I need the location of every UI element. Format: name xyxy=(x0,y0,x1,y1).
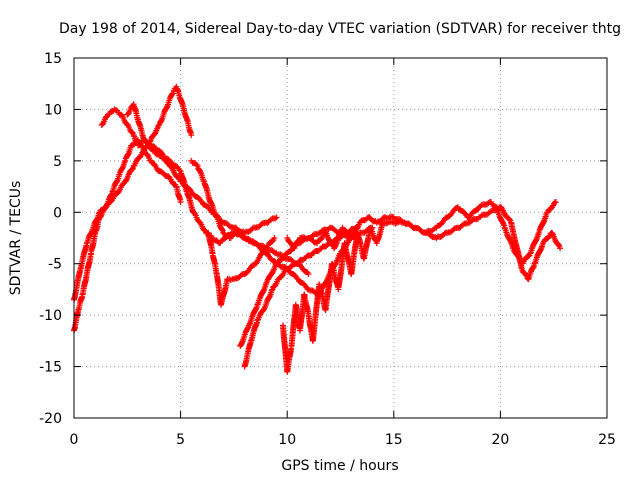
data-point xyxy=(177,199,184,205)
data-point xyxy=(188,132,195,139)
data-point-fill xyxy=(418,228,425,235)
data-point-fill xyxy=(466,219,473,226)
y-tick-label: 5 xyxy=(53,154,62,170)
series-track-2 xyxy=(71,137,184,334)
data-point-fill xyxy=(460,221,467,228)
y-tick-label: -5 xyxy=(48,257,62,273)
y-tick-label: -10 xyxy=(39,308,62,324)
data-point xyxy=(433,235,440,241)
data-point-fill xyxy=(226,223,233,230)
series-track-6 xyxy=(205,229,278,308)
data-point-fill xyxy=(249,225,256,232)
data-point-fill xyxy=(143,138,150,145)
data-point xyxy=(552,199,559,205)
x-tick-label: 15 xyxy=(385,432,403,448)
data-point xyxy=(305,286,312,293)
data-point-fill xyxy=(269,247,276,254)
y-axis-label: SDTVAR / TECUs xyxy=(8,181,24,296)
data-point-fill xyxy=(397,216,404,223)
data-point-fill xyxy=(197,197,204,204)
data-point-fill xyxy=(269,238,276,245)
y-tick-label: 10 xyxy=(44,102,62,118)
y-tick-labels: 15 10 5 0 -5 -10 -15 -20 xyxy=(39,51,62,427)
data-point-fill xyxy=(438,233,445,240)
data-point-fill xyxy=(246,228,253,235)
data-point xyxy=(305,271,312,277)
data-point-fill xyxy=(158,154,165,161)
data-point-fill xyxy=(406,221,413,228)
data-point-fill xyxy=(428,233,435,240)
data-point xyxy=(241,235,248,241)
x-tick-label: 20 xyxy=(491,432,509,448)
y-tick-label: 0 xyxy=(53,205,62,221)
data-point xyxy=(273,214,280,221)
y-tick-label: -15 xyxy=(39,360,62,376)
data-point xyxy=(557,245,564,252)
series-track-10 xyxy=(284,199,559,267)
data-point-fill xyxy=(129,166,136,173)
data-point-fill xyxy=(555,242,562,249)
x-tick-label: 5 xyxy=(176,432,185,448)
data-point-fill xyxy=(144,151,151,158)
data-point-fill xyxy=(176,167,183,174)
data-point-fill xyxy=(362,228,369,235)
data-point-fill xyxy=(246,236,253,243)
data-point-fill xyxy=(288,256,295,263)
data-point-fill xyxy=(122,178,129,185)
ticks xyxy=(73,57,608,419)
data-point-fill xyxy=(258,220,265,227)
data-point-fill xyxy=(429,227,436,234)
y-tick-label: -20 xyxy=(39,411,62,427)
data-point-fill xyxy=(293,275,300,282)
x-tick-label: 10 xyxy=(278,432,296,448)
plot-points xyxy=(71,83,564,375)
data-point-fill xyxy=(268,216,275,223)
data-point xyxy=(230,276,237,283)
data-point-fill xyxy=(457,224,464,231)
data-point-fill xyxy=(174,164,181,171)
y-tick-label: 15 xyxy=(44,51,62,67)
data-point xyxy=(273,250,280,257)
data-point-fill xyxy=(485,200,492,207)
plot-frame xyxy=(73,57,608,419)
data-point-fill xyxy=(485,210,492,217)
data-point-fill xyxy=(272,215,279,222)
data-point-fill xyxy=(478,212,485,219)
data-point-fill xyxy=(133,138,140,145)
data-point-fill xyxy=(506,216,513,223)
data-point xyxy=(401,219,408,226)
data-point-fill xyxy=(265,218,272,225)
data-point-fill xyxy=(269,269,276,276)
data-point-fill xyxy=(224,220,231,227)
chart-title: Day 198 of 2014, Sidereal Day-to-day VTE… xyxy=(59,21,621,37)
data-point-fill xyxy=(515,253,522,260)
data-point xyxy=(271,235,278,241)
x-axis-label: GPS time / hours xyxy=(281,458,398,474)
data-point xyxy=(130,132,137,139)
data-point-fill xyxy=(256,223,263,230)
data-point-fill xyxy=(165,173,172,180)
series-track-4 xyxy=(124,101,312,277)
data-point-fill xyxy=(137,152,144,159)
x-tick-label: 0 xyxy=(70,432,79,448)
data-point-fill xyxy=(464,220,471,227)
data-point-fill xyxy=(409,224,416,231)
x-tick-labels: 0 5 10 15 20 25 xyxy=(70,432,616,448)
x-tick-label: 25 xyxy=(598,432,616,448)
data-point-fill xyxy=(469,216,476,223)
data-point-fill xyxy=(450,226,457,233)
data-point-fill xyxy=(448,228,455,235)
data-point xyxy=(169,91,176,97)
data-point xyxy=(241,229,248,236)
data-point-fill xyxy=(416,225,423,232)
data-point-fill xyxy=(441,230,448,237)
